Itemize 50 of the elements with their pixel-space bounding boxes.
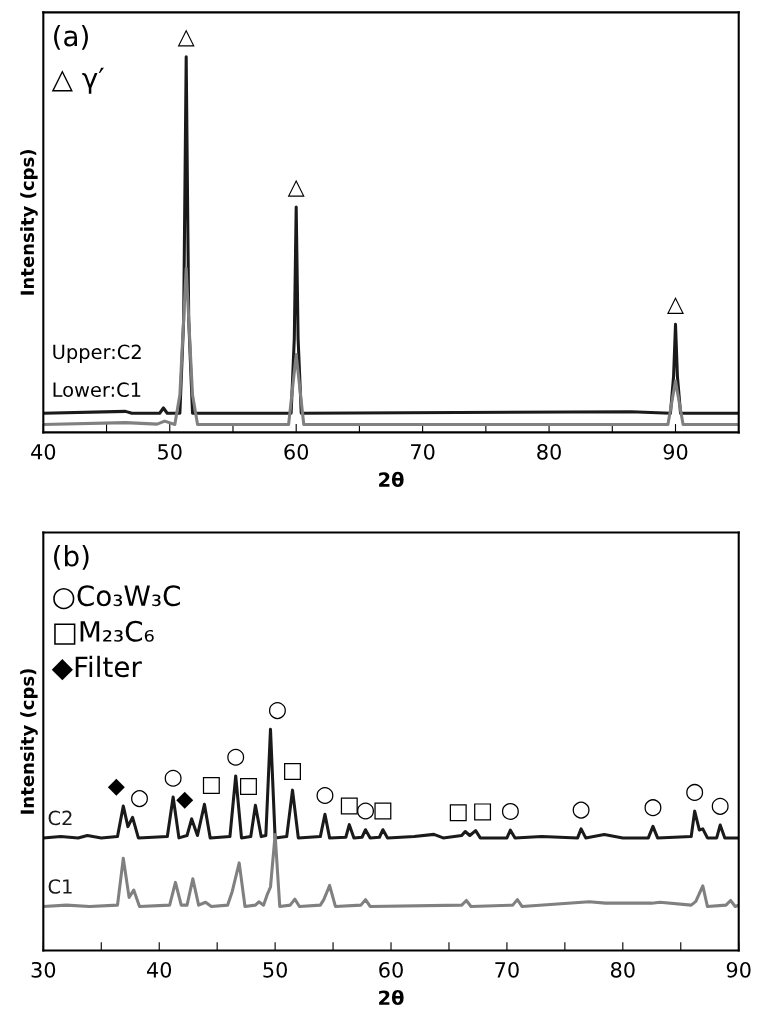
text: ○Co₃W₃C (53, 585, 180, 610)
annotation: ○ (711, 797, 729, 815)
annotation: □ (374, 802, 392, 820)
annotation: ○ (164, 769, 182, 787)
annotation: □ (239, 777, 257, 795)
x-tick-label: 60 (379, 961, 403, 978)
y-axis-title: Intensity (cps) (20, 669, 38, 814)
annotation: ◆ (107, 778, 125, 796)
x-tick-label: 50 (158, 443, 182, 460)
annotation: ○ (227, 748, 245, 766)
x-tick-label: 80 (610, 961, 635, 978)
annotation: □ (340, 797, 358, 815)
x-tick-label: 40 (146, 961, 172, 978)
annotation: Upper:C2 (53, 344, 141, 364)
x-tick-label: 70 (411, 443, 435, 460)
annotation: ○ (572, 801, 590, 819)
x-tick-label: 90 (663, 443, 688, 460)
annotation: ○ (316, 786, 334, 805)
series-label: C1 (48, 879, 72, 894)
x-tick-label: 60 (284, 443, 309, 460)
y-axis-title: Intensity (cps) (20, 150, 38, 295)
annotation: ○ (131, 790, 148, 808)
x-axis-title: 2θ (379, 471, 404, 488)
annotation: ◆ (176, 791, 194, 809)
annotation: □ (202, 777, 220, 795)
x-tick-label: 40 (31, 443, 56, 460)
x-tick-label: 30 (31, 961, 56, 978)
text: (b) (54, 545, 89, 570)
x-tick-label: 50 (263, 961, 287, 978)
text: □M₂₃C₆ (54, 620, 154, 645)
annotation: △ (287, 179, 305, 197)
annotation: ○ (686, 783, 704, 801)
annotation: △ (667, 296, 684, 314)
x-tick-label: 80 (537, 443, 561, 460)
annotation: ○ (501, 802, 519, 820)
annotation: □ (284, 762, 301, 780)
text: ◆Filter (51, 655, 142, 681)
x-axis-title: 2θ (379, 989, 404, 1006)
annotation: Lower:C1 (53, 382, 141, 398)
annotation: □ (449, 804, 467, 822)
annotation: □ (474, 803, 492, 821)
text: (a) (54, 25, 88, 50)
x-tick-label: 90 (726, 961, 751, 978)
series-label: C2 (48, 810, 72, 826)
x-tick-label: 70 (495, 961, 519, 978)
annotation: ○ (357, 802, 374, 820)
annotation: ○ (644, 799, 662, 817)
annotation: △ (177, 29, 195, 47)
annotation: △ γ′ (51, 67, 104, 94)
annotation: ○ (268, 702, 286, 720)
